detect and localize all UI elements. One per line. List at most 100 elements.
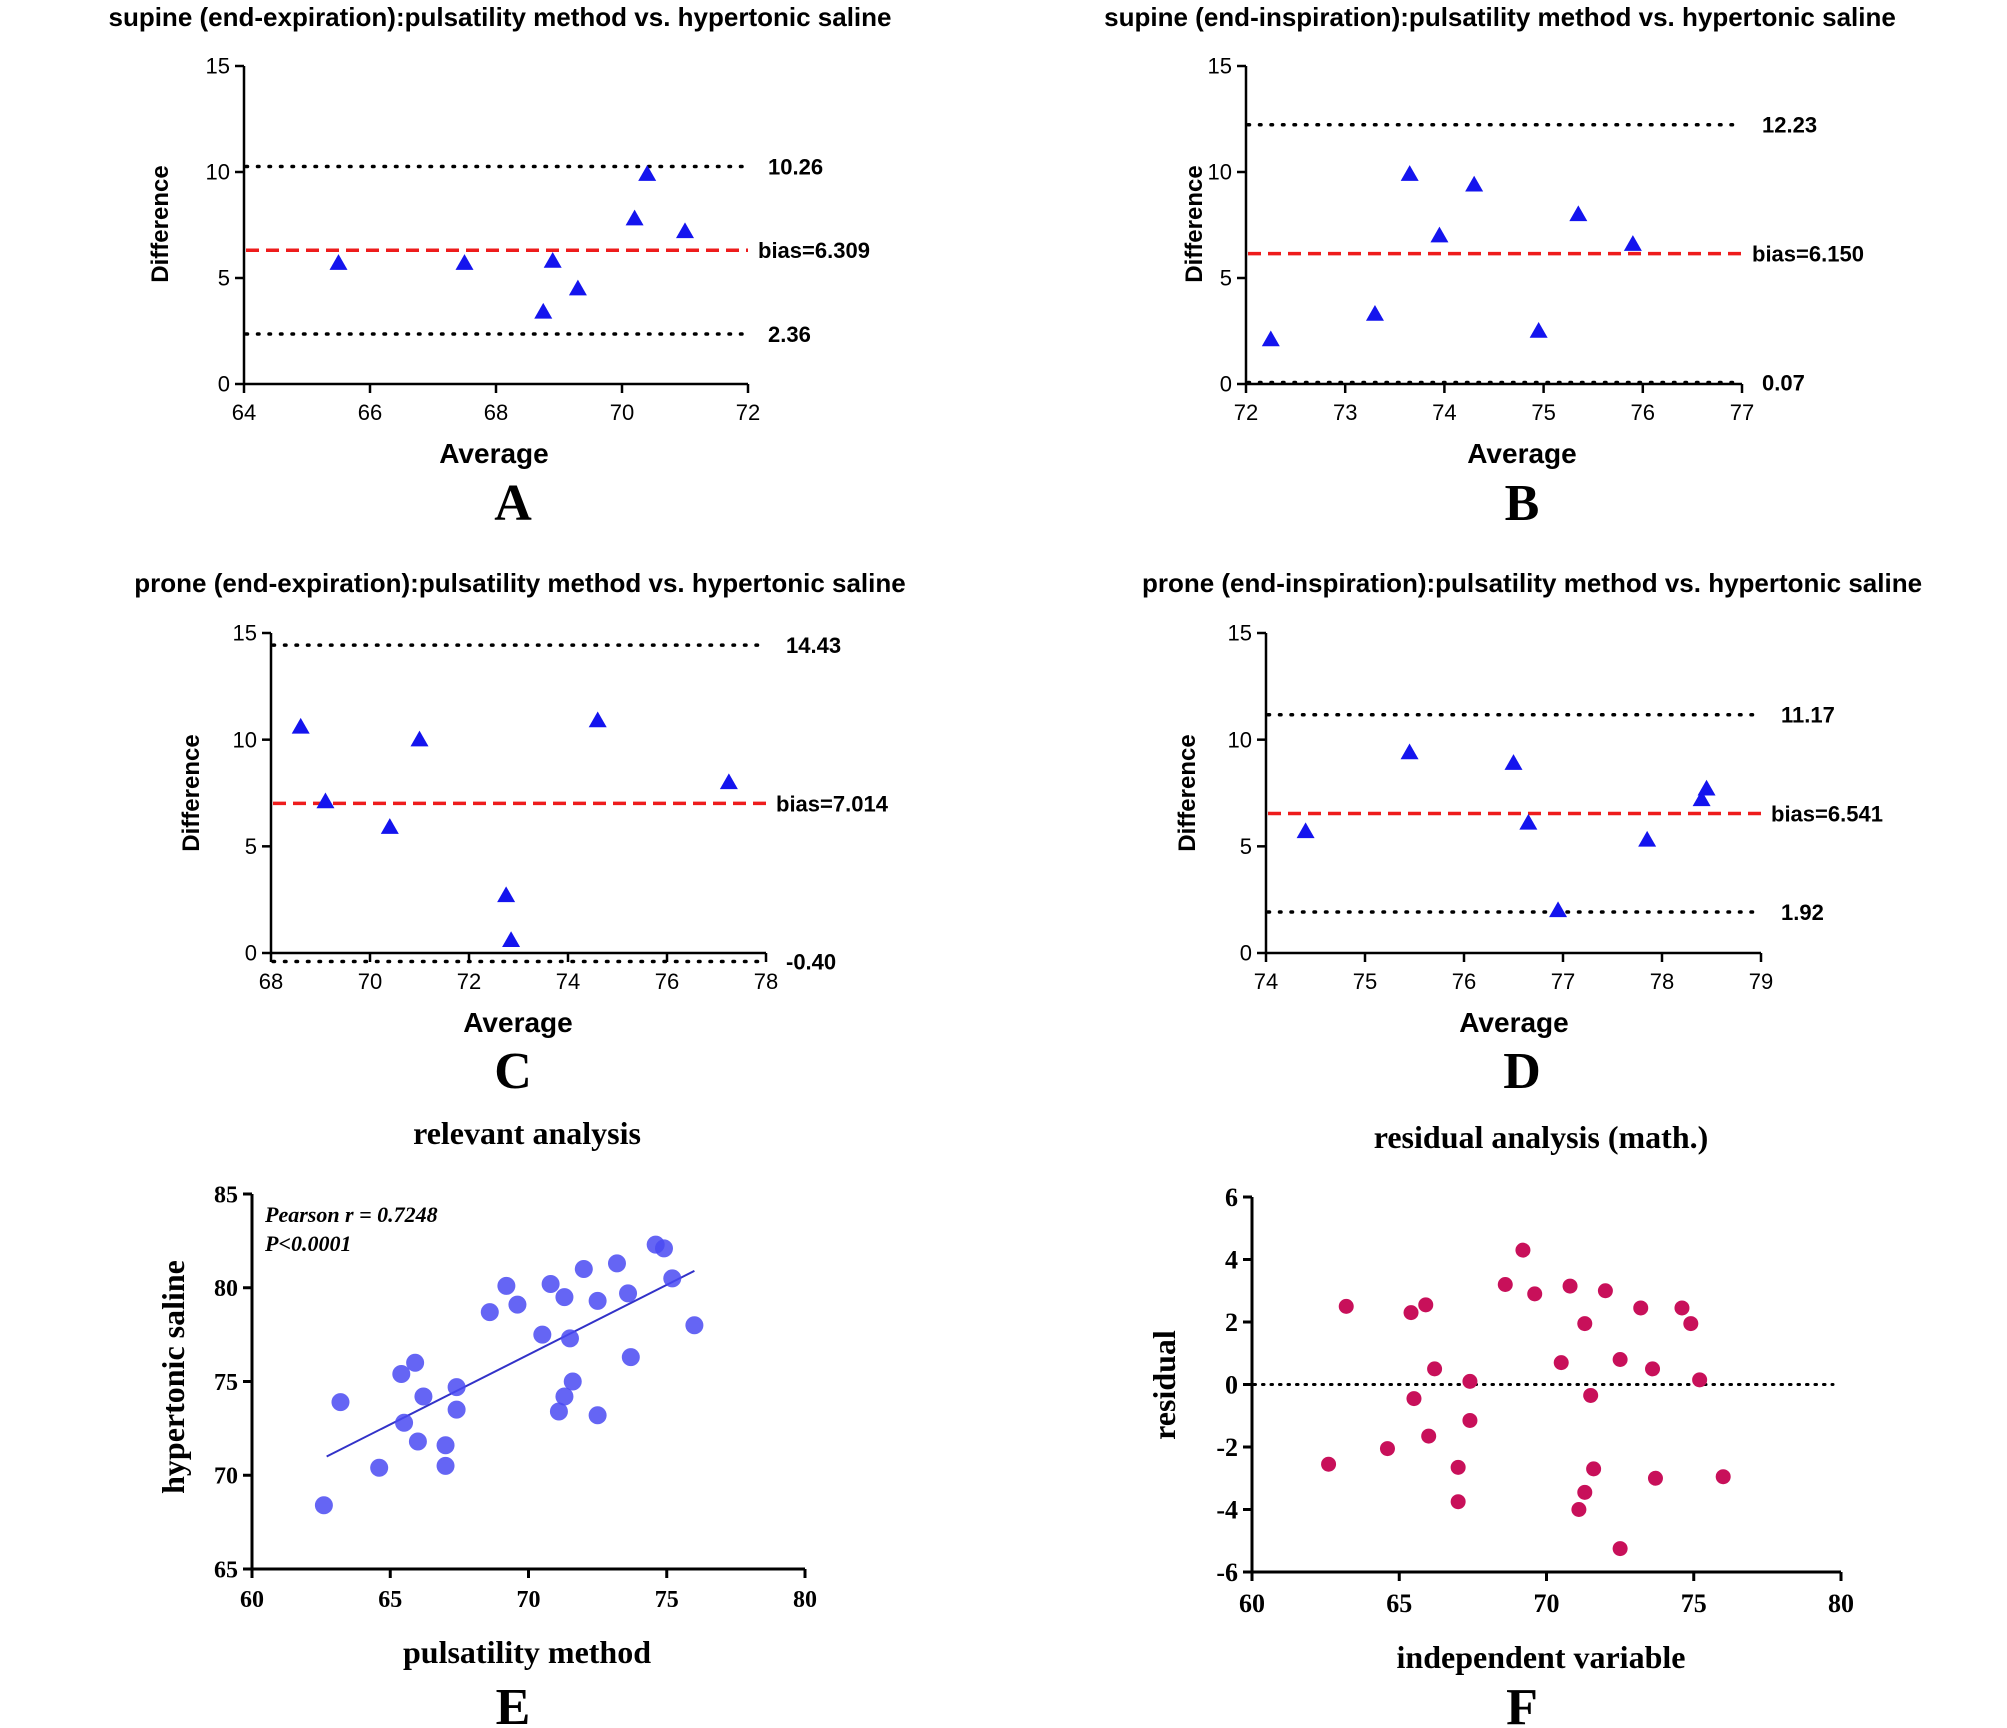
- x-tick-label: 70: [610, 400, 634, 425]
- data-point: [1569, 205, 1588, 222]
- data-point: [1597, 1283, 1613, 1299]
- x-tick-label: 80: [793, 1587, 817, 1613]
- p-value-annotation: P<0.0001: [264, 1231, 351, 1256]
- chart-title: prone (end-inspiration):pulsatility meth…: [1142, 568, 1922, 598]
- x-tick-label: 76: [655, 969, 679, 994]
- data-point: [1430, 226, 1449, 243]
- panel-letter: F: [1506, 1679, 1538, 1728]
- data-point: [1571, 1502, 1587, 1517]
- data-point: [1683, 1316, 1699, 1332]
- y-axis-label: residual: [1146, 1330, 1182, 1440]
- bias-label: bias=6.541: [1771, 801, 1883, 826]
- y-tick-label: 5: [218, 266, 230, 291]
- y-tick-label: 10: [1208, 160, 1232, 185]
- y-tick-label: 75: [214, 1370, 238, 1396]
- y-tick-label: 15: [1208, 54, 1232, 79]
- data-point: [316, 792, 335, 809]
- data-point: [1504, 754, 1523, 770]
- data-point: [621, 1348, 640, 1367]
- data-point: [1519, 813, 1538, 830]
- panel-letter: D: [1503, 1043, 1541, 1100]
- y-axis-label: hypertonic saline: [155, 1260, 191, 1494]
- y-tick-label: 80: [214, 1276, 238, 1302]
- x-tick-label: 73: [1333, 400, 1357, 425]
- panel-d: prone (end-inspiration):pulsatility meth…: [1142, 568, 1922, 1100]
- data-point: [654, 1239, 673, 1258]
- data-point: [436, 1456, 455, 1475]
- panel-letter: C: [494, 1043, 532, 1100]
- x-tick-label: 75: [1531, 400, 1555, 425]
- x-tick-label: 72: [457, 969, 481, 994]
- x-axis-label: Average: [463, 1007, 572, 1038]
- data-point: [1553, 1355, 1569, 1371]
- x-tick-label: 72: [1234, 400, 1258, 425]
- data-point: [685, 1316, 704, 1335]
- data-point: [1692, 1372, 1708, 1388]
- data-point: [638, 165, 657, 181]
- data-point: [1365, 305, 1384, 321]
- data-point: [1497, 1277, 1513, 1292]
- data-point: [1427, 1361, 1443, 1377]
- y-tick-label: 4: [1225, 1246, 1238, 1275]
- x-tick-label: 77: [1730, 400, 1754, 425]
- data-point: [1638, 830, 1657, 847]
- data-point: [1586, 1461, 1602, 1477]
- data-point: [1549, 901, 1568, 918]
- data-point: [1527, 1286, 1543, 1302]
- data-point: [588, 1406, 607, 1425]
- regression-line: [326, 1269, 695, 1458]
- panel-f: residual analysis (math.) independent va…: [1146, 1119, 1854, 1728]
- data-point: [1465, 175, 1484, 192]
- data-point: [549, 1402, 568, 1421]
- data-point: [1647, 1470, 1663, 1486]
- data-point: [1462, 1412, 1478, 1428]
- pearson-annotation: Pearson r = 0.7248: [264, 1202, 438, 1227]
- data-point: [1612, 1352, 1628, 1367]
- data-point: [329, 254, 348, 270]
- data-point: [1623, 235, 1642, 251]
- chart-title: relevant analysis: [413, 1115, 641, 1151]
- y-tick-label: 70: [214, 1464, 238, 1490]
- limit-label: 2.36: [768, 322, 811, 347]
- data-point: [291, 717, 310, 734]
- limit-label: -0.40: [786, 950, 836, 975]
- data-point: [1338, 1298, 1354, 1314]
- data-point: [1261, 330, 1280, 347]
- data-point: [1462, 1373, 1478, 1389]
- bias-label: bias=7.014: [776, 791, 889, 816]
- data-point: [1450, 1494, 1466, 1510]
- chart-title: prone (end-expiration):pulsatility metho…: [134, 568, 905, 598]
- data-point: [1692, 790, 1711, 807]
- data-point: [534, 302, 553, 319]
- data-point: [497, 1276, 516, 1295]
- x-tick-label: 70: [358, 969, 382, 994]
- y-tick-label: 0: [245, 941, 257, 966]
- x-tick-label: 74: [556, 969, 580, 994]
- limit-label: 10.26: [768, 154, 823, 179]
- data-point: [1400, 743, 1419, 760]
- data-point: [414, 1387, 433, 1406]
- x-tick-label: 75: [1681, 1589, 1707, 1618]
- panel-e: relevant analysis pulsatility method hyp…: [155, 1115, 817, 1728]
- x-tick-label: 68: [259, 969, 283, 994]
- y-tick-label: 15: [1228, 621, 1252, 646]
- panel-letter: B: [1505, 475, 1540, 532]
- data-point: [1674, 1300, 1690, 1316]
- data-point: [588, 711, 607, 728]
- data-point: [568, 279, 587, 296]
- data-point: [1403, 1305, 1419, 1321]
- data-point: [619, 1284, 638, 1303]
- data-point: [410, 730, 429, 747]
- x-tick-label: 64: [232, 400, 256, 425]
- x-axis-label: Average: [1459, 1007, 1568, 1038]
- data-point: [314, 1496, 333, 1515]
- limit-label: 14.43: [786, 633, 841, 658]
- data-point: [533, 1325, 552, 1344]
- data-point: [406, 1353, 425, 1372]
- x-tick-label: 78: [754, 969, 778, 994]
- data-point: [719, 773, 738, 790]
- x-axis-label: Average: [1467, 438, 1576, 469]
- x-tick-label: 77: [1551, 969, 1575, 994]
- x-tick-label: 80: [1828, 1589, 1854, 1618]
